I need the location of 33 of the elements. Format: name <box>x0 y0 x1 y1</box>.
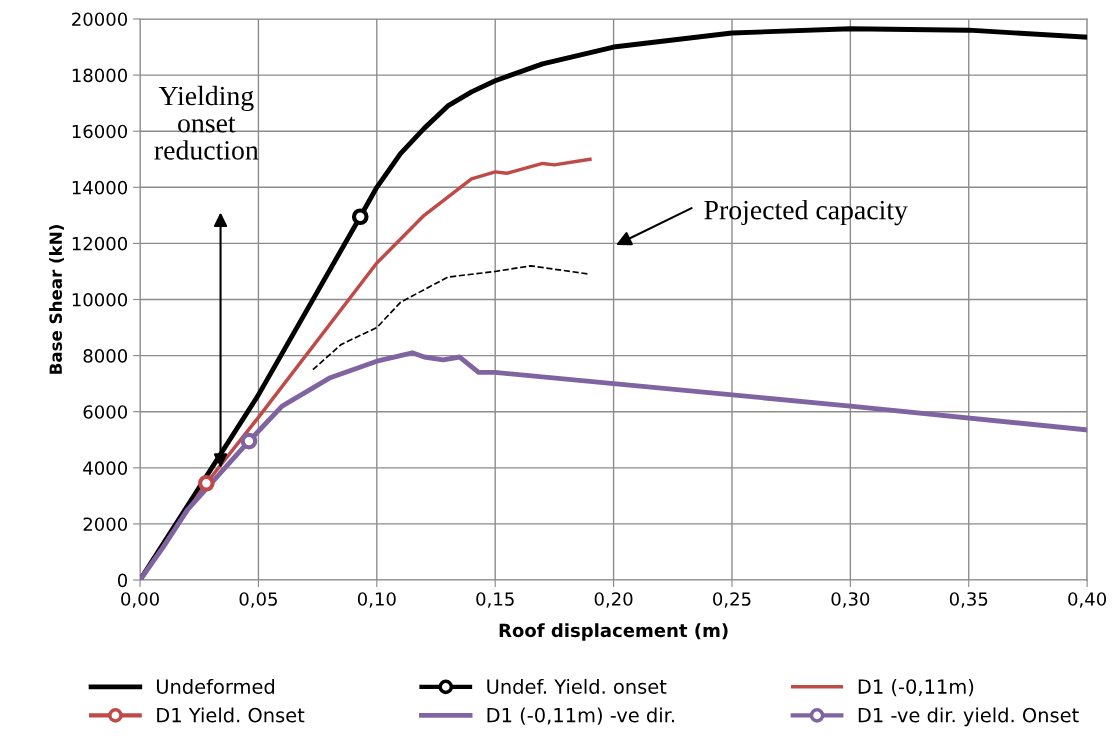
y-tick-label: 20000 <box>72 12 128 27</box>
y-tick-label: 12000 <box>72 236 128 251</box>
legend-label: Undeformed <box>156 678 275 694</box>
legend-label: D1 Yield. Onset <box>157 707 305 723</box>
x-tick-label: 0,25 <box>713 592 751 608</box>
y-tick-label: 8000 <box>83 349 128 363</box>
y-tick-label: 2000 <box>83 517 128 532</box>
x-tick-label: 0,10 <box>357 592 396 608</box>
x-axis-title: Roof displacement (m) <box>499 623 728 641</box>
x-tick-label: 0,40 <box>1068 592 1107 608</box>
x-tick-label: 0,35 <box>949 592 988 608</box>
y-tick-label: 16000 <box>72 124 128 139</box>
y-tick-label: 6000 <box>83 405 128 419</box>
x-tick-label: 0,20 <box>594 592 633 608</box>
x-tick-label: 0,15 <box>476 592 514 608</box>
y-axis-title: Base Shear (kN) <box>49 225 64 374</box>
y-tick-label: 18000 <box>72 68 128 83</box>
x-tick-label: 0,05 <box>239 592 277 608</box>
point <box>240 432 258 450</box>
point <box>198 474 215 492</box>
x-tick-label: 0,30 <box>831 592 870 608</box>
annotation: Yielding onset reduction <box>154 85 259 160</box>
point <box>351 208 369 226</box>
legend-label: D1 (-0,11m) -ve dir. <box>487 707 674 725</box>
x-tick-label: 0,00 <box>121 592 159 608</box>
y-tick-label: 10000 <box>72 292 128 307</box>
legend-label: D1 -ve dir. yield. Onset <box>858 707 1079 727</box>
legend-label: D1 (-0,11m) <box>858 678 974 697</box>
legend-label: Undef. Yield. onset <box>487 678 667 694</box>
y-tick-label: 0 <box>117 573 128 588</box>
annotation: Projected capacity <box>704 199 908 226</box>
y-tick-label: 14000 <box>72 180 128 195</box>
y-tick-label: 4000 <box>83 461 128 475</box>
